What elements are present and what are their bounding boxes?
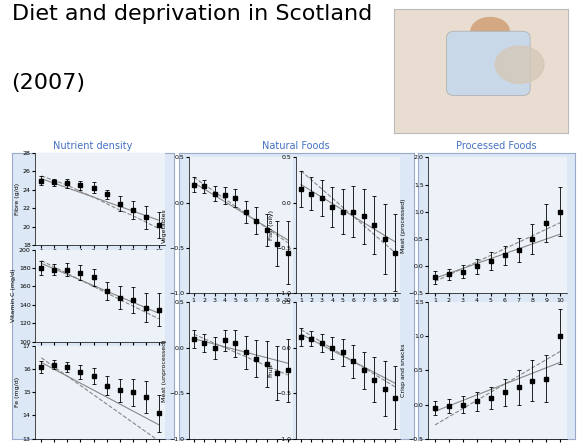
Ellipse shape bbox=[495, 46, 544, 83]
Y-axis label: Fibre (g/d): Fibre (g/d) bbox=[15, 183, 20, 215]
Y-axis label: Fish (oily): Fish (oily) bbox=[269, 210, 274, 241]
Ellipse shape bbox=[471, 18, 509, 45]
Y-axis label: Vitamin C (mg/d): Vitamin C (mg/d) bbox=[11, 269, 16, 323]
Text: Nutrient density: Nutrient density bbox=[53, 140, 132, 151]
Text: Diet and deprivation in Scotland: Diet and deprivation in Scotland bbox=[12, 4, 372, 24]
Text: Natural Foods: Natural Foods bbox=[262, 140, 329, 151]
Y-axis label: Meat (processed): Meat (processed) bbox=[401, 198, 406, 253]
Y-axis label: Vegetables: Vegetables bbox=[162, 208, 166, 243]
Text: (2007): (2007) bbox=[12, 73, 86, 93]
Y-axis label: Fe (mg/d): Fe (mg/d) bbox=[15, 377, 20, 408]
Y-axis label: Fruit: Fruit bbox=[269, 363, 274, 377]
Y-axis label: Meat (unprocessed): Meat (unprocessed) bbox=[162, 339, 166, 402]
Text: Processed Foods: Processed Foods bbox=[456, 140, 537, 151]
FancyBboxPatch shape bbox=[447, 31, 530, 96]
Y-axis label: Crisp and snacks: Crisp and snacks bbox=[401, 344, 406, 397]
